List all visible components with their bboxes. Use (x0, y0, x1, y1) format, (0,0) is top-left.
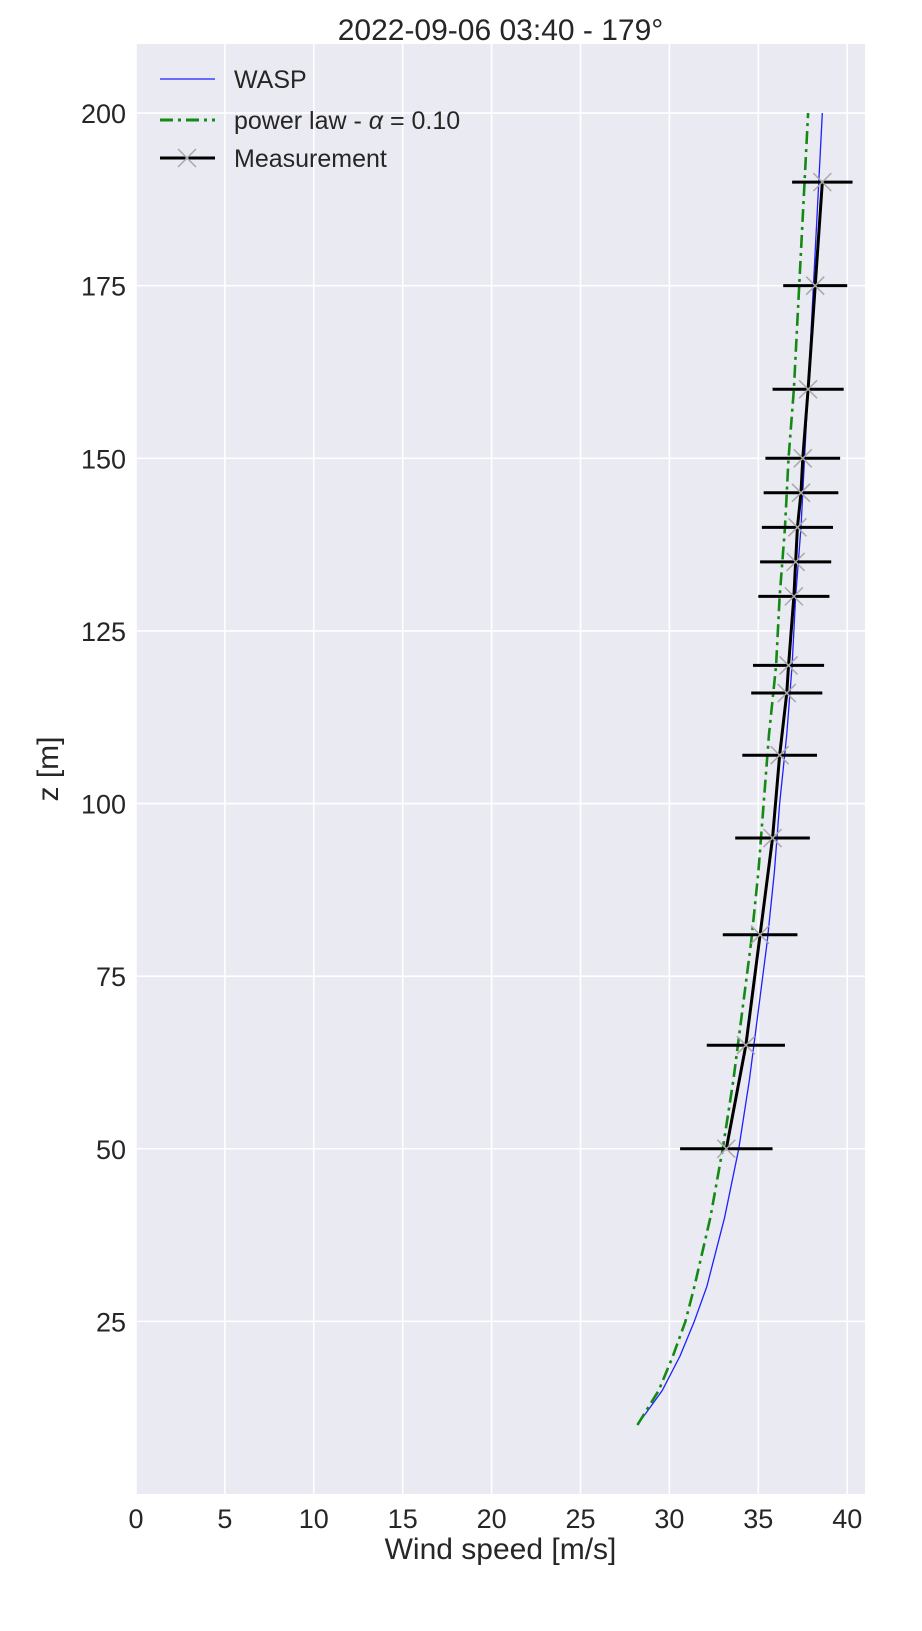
y-tick-label: 75 (96, 962, 126, 992)
legend-wasp-label: WASP (234, 66, 307, 94)
measurement-point (786, 552, 806, 572)
legend: WASP power law - α = 0.10 Measurement (160, 66, 460, 173)
chart-title: 2022-09-06 03:40 - 179° (338, 14, 664, 47)
measurement-point (779, 655, 799, 675)
x-axis-label: Wind speed [m/s] (385, 1533, 617, 1566)
x-tick-label: 35 (743, 1504, 773, 1534)
measurement-point (763, 828, 783, 848)
x-tick-label: 5 (217, 1504, 232, 1534)
measurement-point (784, 586, 804, 606)
x-tick-label: 30 (654, 1504, 684, 1534)
tick-labels: 0 5 10 15 20 25 30 35 40 25 50 75 100 125 150 175 200 (81, 99, 862, 1534)
legend-alpha-value: = 0.10 (383, 107, 460, 135)
y-tick-label: 200 (81, 99, 126, 129)
legend-alpha-symbol: α (369, 107, 384, 135)
measurement-point (798, 379, 818, 399)
measurement-point (736, 1035, 756, 1055)
plot-area (136, 44, 865, 1494)
legend-x-marker (177, 148, 197, 168)
measurement-point (787, 517, 807, 537)
legend-measurement-label: Measurement (234, 145, 387, 173)
legend-power-law-prefix: power law - (234, 107, 369, 135)
measurement-point (793, 448, 813, 468)
y-tick-label: 25 (96, 1307, 126, 1337)
x-tick-label: 25 (565, 1504, 595, 1534)
legend-measurement-marker (177, 148, 197, 168)
legend-power-law-label: power law - α = 0.10 (234, 107, 460, 135)
measurement-point (805, 276, 825, 296)
x-tick-label: 0 (128, 1504, 143, 1534)
y-tick-label: 150 (81, 444, 126, 474)
x-tick-label: 15 (388, 1504, 418, 1534)
measurement-point (791, 483, 811, 503)
series-layer (636, 112, 853, 1426)
y-tick-label: 125 (81, 617, 126, 647)
y-tick-label: 50 (96, 1135, 126, 1165)
x-tick-label: 40 (832, 1504, 862, 1534)
x-tick-label: 10 (299, 1504, 329, 1534)
grid-lines (135, 44, 865, 1494)
measurement-point (770, 745, 790, 765)
measurement-point (716, 1139, 736, 1159)
x-tick-label: 20 (477, 1504, 507, 1534)
measurement-point (750, 925, 770, 945)
y-axis-label: z [m] (32, 737, 65, 802)
y-tick-label: 100 (81, 790, 126, 820)
measurement-point (812, 172, 832, 192)
measurement-point (777, 683, 797, 703)
y-tick-label: 175 (81, 272, 126, 302)
